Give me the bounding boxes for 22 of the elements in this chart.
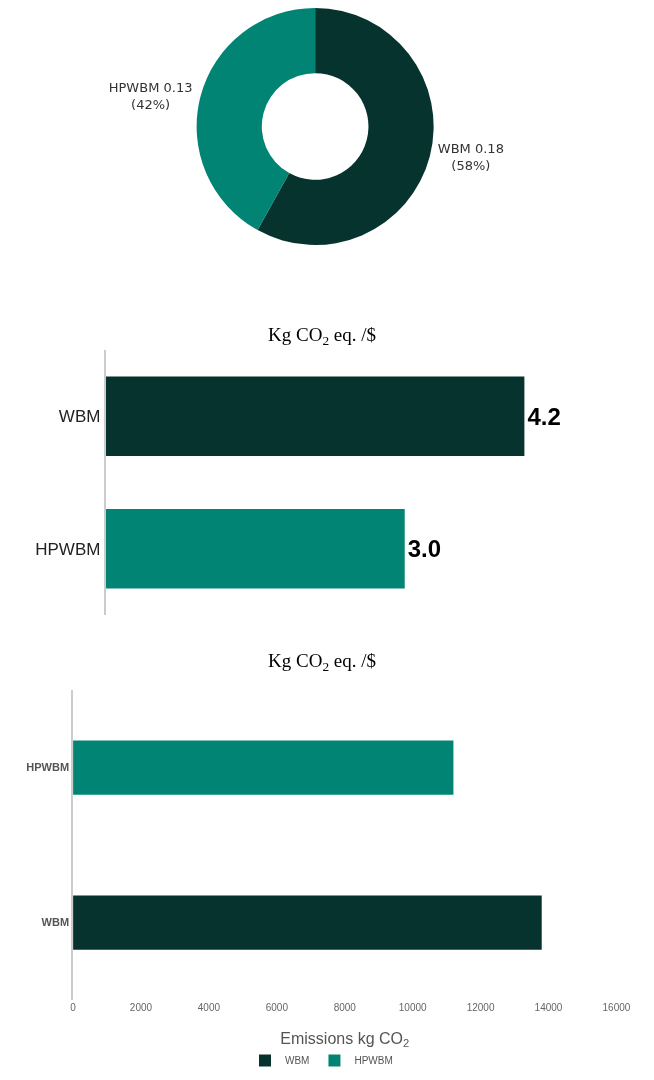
y-tick-label: HPWBM [35,539,101,559]
x-tick-label: 8000 [333,1002,357,1013]
slice-label: WBM 0.18 (58%) [437,141,504,174]
data-label: 4.2 [527,402,561,430]
x-tick-label: 14000 [534,1002,563,1013]
x-tick-label: 4000 [197,1002,221,1013]
x-tick-label: 10000 [398,1002,428,1013]
slice-label: HPWBM 0.13 (42%) [108,79,193,112]
legend-label: WBM [285,1055,310,1067]
x-tick-label: 6000 [265,1002,289,1013]
chart-title: Kg CO$_{2}$ eq. /$ [268,650,376,674]
x-tick-label: 12000 [466,1002,495,1013]
donut-slice [196,8,316,231]
x-tick-label: 16000 [602,1002,631,1013]
x-tick-label: 0 [70,1002,77,1013]
donut-slice [257,8,434,245]
data-label: 3.0 [407,535,442,563]
x-tick-label: 2000 [129,1002,153,1013]
chart-title: Kg CO$_{2}$ eq. /$ [268,324,376,348]
legend-label: HPWBM [354,1055,393,1067]
y-tick-label: WBM [41,916,70,929]
x-axis-title: Emissions kg CO$_{2}$ [280,1029,410,1050]
